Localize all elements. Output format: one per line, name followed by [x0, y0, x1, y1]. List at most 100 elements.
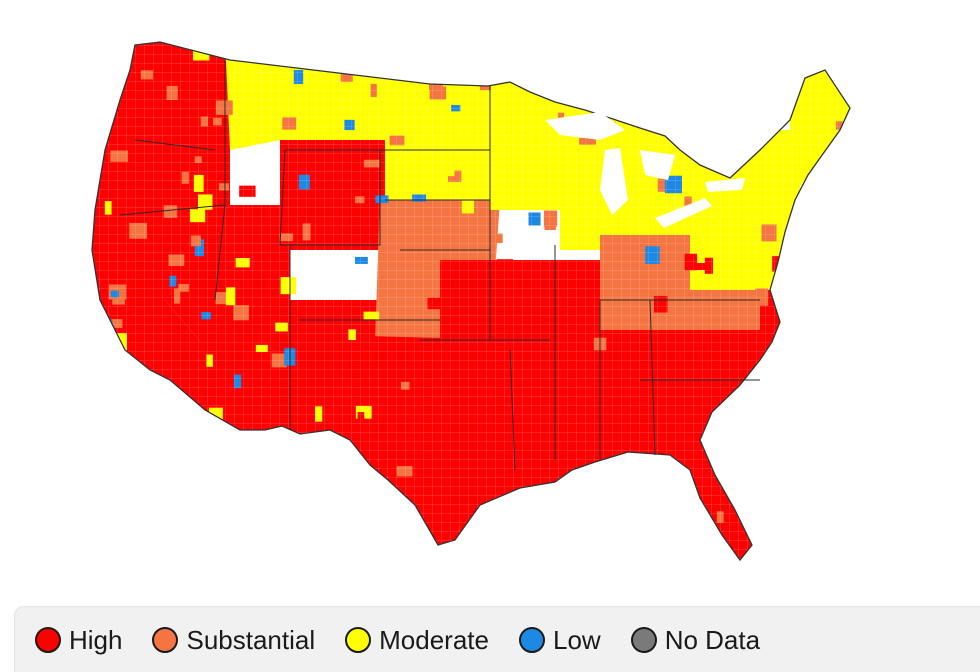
county-patch [280, 432, 287, 441]
county-patch [563, 84, 572, 99]
county-patch [802, 249, 816, 259]
county-patch [845, 280, 850, 298]
county-patch [845, 309, 850, 319]
county-patch [232, 432, 243, 446]
county-patch [390, 56, 406, 73]
county-patch [130, 498, 138, 507]
county-patch [824, 249, 833, 267]
county-patch [151, 521, 168, 534]
county-patch [387, 511, 404, 523]
legend-swatch-high [35, 627, 61, 653]
legend-item-low[interactable]: Low [518, 626, 601, 654]
county-patch [816, 421, 823, 438]
county-patch [752, 428, 766, 435]
county-patch [266, 471, 274, 479]
county-patch [692, 145, 705, 157]
county-patch [808, 407, 824, 417]
county-patch [372, 471, 380, 489]
county-patch [204, 496, 218, 515]
county-patch [645, 66, 658, 85]
county-patch [597, 78, 611, 94]
county-patch [833, 455, 843, 465]
county-patch [835, 169, 850, 182]
us-county-transmission-map[interactable] [0, 0, 980, 590]
county-patch [856, 481, 869, 498]
county-patch [799, 493, 810, 510]
county-patch [516, 508, 527, 517]
legend-item-moderate[interactable]: Moderate [345, 626, 489, 654]
legend-swatch-no-data [630, 627, 657, 653]
county-patch [241, 525, 253, 539]
county-patch [344, 54, 360, 66]
county-patch [820, 211, 835, 227]
county-patch [826, 553, 844, 560]
county-patch [732, 397, 747, 408]
county-patch [229, 449, 244, 456]
legend-swatch-moderate [345, 627, 372, 653]
county-patch [838, 83, 850, 91]
county-patch [710, 108, 722, 120]
county-patch [263, 445, 272, 461]
county-patch [332, 470, 348, 480]
county-patch [457, 549, 466, 560]
county-patch [351, 488, 362, 497]
county-patch [788, 351, 805, 360]
county-patch [470, 67, 483, 74]
legend-label: Substantial [186, 625, 316, 655]
county-patch [346, 523, 364, 530]
legend-item-substantial[interactable]: Substantial [152, 626, 315, 654]
county-patch [228, 478, 236, 490]
county-patch [813, 544, 825, 560]
county-patch [298, 438, 316, 456]
county-patch [92, 293, 97, 307]
county-patch [670, 520, 687, 533]
state-boundaries [119, 60, 760, 471]
county-patch [297, 552, 312, 560]
county-patch [800, 409, 813, 416]
legend-swatch-low [518, 627, 545, 653]
county-patch [277, 529, 287, 538]
county-patch [811, 346, 827, 363]
county-patch [216, 42, 224, 52]
county-patch [840, 132, 847, 148]
county-patch [683, 543, 693, 552]
county-patch [496, 530, 507, 538]
us-outline [91, 41, 851, 562]
county-patch [794, 323, 808, 340]
legend-swatch-substantial [152, 627, 179, 653]
county-patch [436, 554, 451, 560]
county-patch [752, 459, 759, 478]
county-patch [744, 502, 761, 511]
county-patch [388, 43, 396, 51]
county-patch [323, 499, 339, 506]
county-patch [829, 494, 836, 511]
county-patch [808, 422, 818, 437]
county-patch [92, 473, 100, 490]
county-patch [545, 42, 563, 53]
county-patch [474, 511, 486, 529]
legend-bar: High Substantial Moderate Low No Data [14, 606, 980, 672]
legend-item-high[interactable]: High [35, 626, 122, 654]
legend-label: No Data [664, 625, 761, 655]
county-patch [181, 479, 198, 492]
county-patch [117, 372, 127, 380]
county-patch [192, 464, 199, 474]
lake-huron [640, 150, 675, 180]
county-patch [626, 51, 641, 60]
county-patch [154, 457, 169, 473]
county-patch [107, 472, 124, 486]
county-patch [160, 426, 169, 434]
county-patch [827, 234, 838, 242]
county-patch [329, 519, 336, 530]
county-patch [332, 51, 345, 58]
county-patch [221, 552, 230, 560]
county-patch [213, 553, 225, 560]
county-patch [95, 49, 106, 68]
map-svg [91, 41, 869, 562]
county-patch [317, 461, 334, 477]
lake-ontario [705, 178, 745, 192]
county-patch [100, 52, 114, 66]
legend-item-no-data[interactable]: No Data [630, 625, 761, 655]
legend-label: High [69, 625, 123, 655]
county-patch [156, 501, 166, 511]
